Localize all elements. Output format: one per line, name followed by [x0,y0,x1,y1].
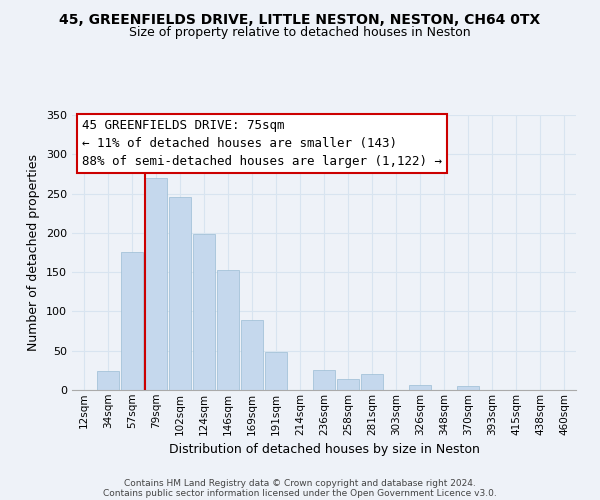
Text: 45 GREENFIELDS DRIVE: 75sqm
← 11% of detached houses are smaller (143)
88% of se: 45 GREENFIELDS DRIVE: 75sqm ← 11% of det… [82,119,442,168]
Text: 45, GREENFIELDS DRIVE, LITTLE NESTON, NESTON, CH64 0TX: 45, GREENFIELDS DRIVE, LITTLE NESTON, NE… [59,12,541,26]
Bar [97,371,119,390]
Bar [217,270,239,390]
Y-axis label: Number of detached properties: Number of detached properties [28,154,40,351]
Text: Contains public sector information licensed under the Open Government Licence v3: Contains public sector information licen… [103,488,497,498]
Bar [457,386,479,390]
Bar [409,384,431,390]
Bar [241,320,263,390]
Bar [265,352,287,390]
X-axis label: Distribution of detached houses by size in Neston: Distribution of detached houses by size … [169,443,479,456]
Bar [361,374,383,390]
Bar [169,196,191,390]
Text: Size of property relative to detached houses in Neston: Size of property relative to detached ho… [129,26,471,39]
Text: Contains HM Land Registry data © Crown copyright and database right 2024.: Contains HM Land Registry data © Crown c… [124,478,476,488]
Bar [193,234,215,390]
Bar [121,252,143,390]
Bar [313,370,335,390]
Bar [145,178,167,390]
Bar [337,379,359,390]
